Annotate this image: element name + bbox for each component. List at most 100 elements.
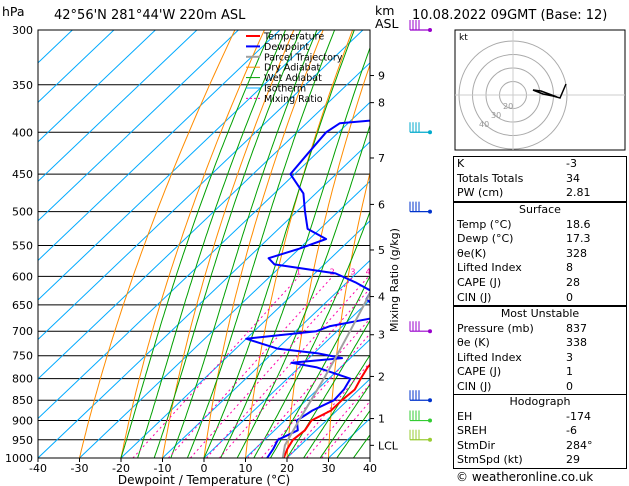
- wet-adiabat-line: [153, 30, 302, 458]
- wet-adiabat-line: [186, 30, 336, 458]
- mixing-ratio-line: [261, 333, 370, 458]
- isotherm-line: [162, 259, 370, 458]
- datetime-title: 10.08.2022 09GMT (Base: 12): [412, 8, 608, 23]
- table-row: CAPE (J) 28: [454, 276, 626, 291]
- mixing-ratio-label: 15: [442, 267, 452, 276]
- isotherm-line: [38, 30, 281, 262]
- mu-label: CAPE (J): [457, 365, 502, 379]
- height-tick-label: 6: [378, 198, 385, 211]
- surface-box: Surface Temp (°C) 18.6 Dewp (°C) 17.3 θe(K…: [453, 202, 627, 307]
- height-tick-label: 4: [378, 291, 385, 304]
- height-tick-label: 2: [378, 370, 385, 383]
- wet-adiabat-line: [137, 30, 286, 458]
- wet-adiabat-line: [236, 123, 370, 458]
- dry-adiabat-line: [79, 30, 236, 458]
- hodograph-ring-label: 30: [491, 111, 501, 120]
- wet-adiabat-line: [269, 274, 370, 458]
- hodograph-box: Hodograph EH -174 SREH -6 StmDir 284° StmSp…: [453, 394, 627, 469]
- most-unstable-box: Most Unstable Pressure (mb) 837 θe (K) 338…: [453, 306, 627, 396]
- wet-adiabat-line: [170, 30, 318, 458]
- mixing-ratio-line: [168, 276, 333, 458]
- table-row: PW (cm) 2.81: [454, 186, 626, 201]
- wet-adiabat-line: [286, 319, 370, 458]
- mu-label: Lifted Index: [457, 350, 522, 364]
- height-tick-label: LCL: [378, 439, 399, 452]
- isotherm-line: [286, 378, 370, 458]
- hodograph-trace: [532, 83, 567, 99]
- height-tick-label: 5: [378, 244, 385, 257]
- wet-adiabat-line: [303, 354, 370, 458]
- pressure-tick-label: 850: [12, 394, 33, 407]
- height-tick-label: 1: [378, 413, 385, 426]
- pressure-tick-label: 350: [12, 79, 33, 92]
- x-tick-label: -40: [29, 462, 47, 475]
- height-tick-label: 8: [378, 97, 385, 110]
- hodograph-ring-label: 40: [479, 120, 489, 129]
- surface-label: CAPE (J): [457, 275, 502, 289]
- pressure-tick-label: 800: [12, 373, 33, 386]
- most-unstable-table: Pressure (mb) 837 θe (K) 338 Lifted Index 3…: [454, 322, 626, 395]
- table-row: Lifted Index 8: [454, 261, 626, 276]
- legend-entry: Isotherm: [264, 84, 306, 95]
- index-label: PW (cm): [457, 186, 504, 200]
- surface-value: 8: [566, 261, 573, 275]
- height-unit-line1: km: [375, 3, 395, 18]
- isotherm-line: [79, 180, 370, 458]
- indices-box: K -3 Totals Totals 34 PW (cm) 2.81: [453, 156, 627, 202]
- surface-value: 17.3: [566, 232, 591, 246]
- pressure-tick-label: 400: [12, 126, 33, 139]
- table-row: EH -174: [454, 410, 626, 425]
- table-row: Lifted Index 3: [454, 351, 626, 366]
- hodograph-unit-label: kt: [459, 33, 468, 43]
- pressure-tick-label: 950: [12, 434, 33, 447]
- mixing-ratio-line: [219, 287, 370, 458]
- table-row: StmDir 284°: [454, 439, 626, 454]
- pressure-tick-label: 300: [12, 24, 33, 37]
- height-unit-label: km ASL: [375, 4, 398, 30]
- table-row: Dewp (°C) 17.3: [454, 232, 626, 247]
- hodo-label: SREH: [457, 424, 487, 438]
- wind-barbs: [409, 20, 432, 442]
- legend-entry: Dewpoint: [264, 42, 309, 53]
- pressure-tick-label: 500: [12, 206, 33, 219]
- wind-barb-dot: [428, 418, 432, 423]
- surface-value: 0: [566, 290, 573, 304]
- height-tick-label: 9: [378, 70, 385, 83]
- x-tick-label: 10: [239, 462, 253, 475]
- pressure-tick-label: 900: [12, 415, 33, 428]
- profile-lines: [245, 119, 370, 458]
- x-tick-label: 20: [280, 462, 294, 475]
- surface-label: Lifted Index: [457, 261, 522, 275]
- table-row: SREH -6: [454, 424, 626, 439]
- hodo-label: StmSpd (kt): [457, 453, 523, 467]
- isotherm-line: [38, 30, 364, 341]
- legend-entry: Temperature: [263, 32, 324, 43]
- isotherm-line: [203, 299, 370, 458]
- pressure-tick-label: 1000: [5, 452, 33, 465]
- table-row: Totals Totals 34: [454, 172, 626, 187]
- x-tick-label: 40: [363, 462, 377, 475]
- parcel-trajectory-line: [281, 290, 370, 458]
- index-value: -3: [566, 157, 577, 170]
- wet-adiabat-line: [319, 383, 370, 458]
- mu-value: 0: [566, 379, 573, 393]
- mixing-ratio-line: [132, 276, 300, 458]
- dry-adiabat-line: [120, 30, 265, 458]
- surface-value: 28: [566, 275, 580, 289]
- background-lines: 12345810152025: [38, 30, 452, 458]
- wind-barb-dot: [428, 130, 432, 135]
- hodo-value: -6: [566, 424, 577, 438]
- pressure-tick-label: 650: [12, 299, 33, 312]
- height-unit-line2: ASL: [375, 16, 399, 31]
- wet-adiabat-line: [120, 30, 272, 458]
- hodograph-table: EH -174 SREH -6 StmDir 284° StmSpd (kt) 29: [454, 410, 626, 468]
- dry-adiabat-line: [162, 30, 295, 458]
- location-title: 42°56'N 281°44'W 220m ASL: [54, 8, 246, 23]
- table-row: θe (K) 338: [454, 336, 626, 351]
- hodograph-title: Hodograph: [509, 395, 571, 408]
- isotherm-line: [38, 30, 198, 183]
- mixing-ratio-line: [190, 276, 354, 458]
- temperature-line: [282, 363, 370, 458]
- legend-entry: Dry Adiabat: [264, 63, 321, 74]
